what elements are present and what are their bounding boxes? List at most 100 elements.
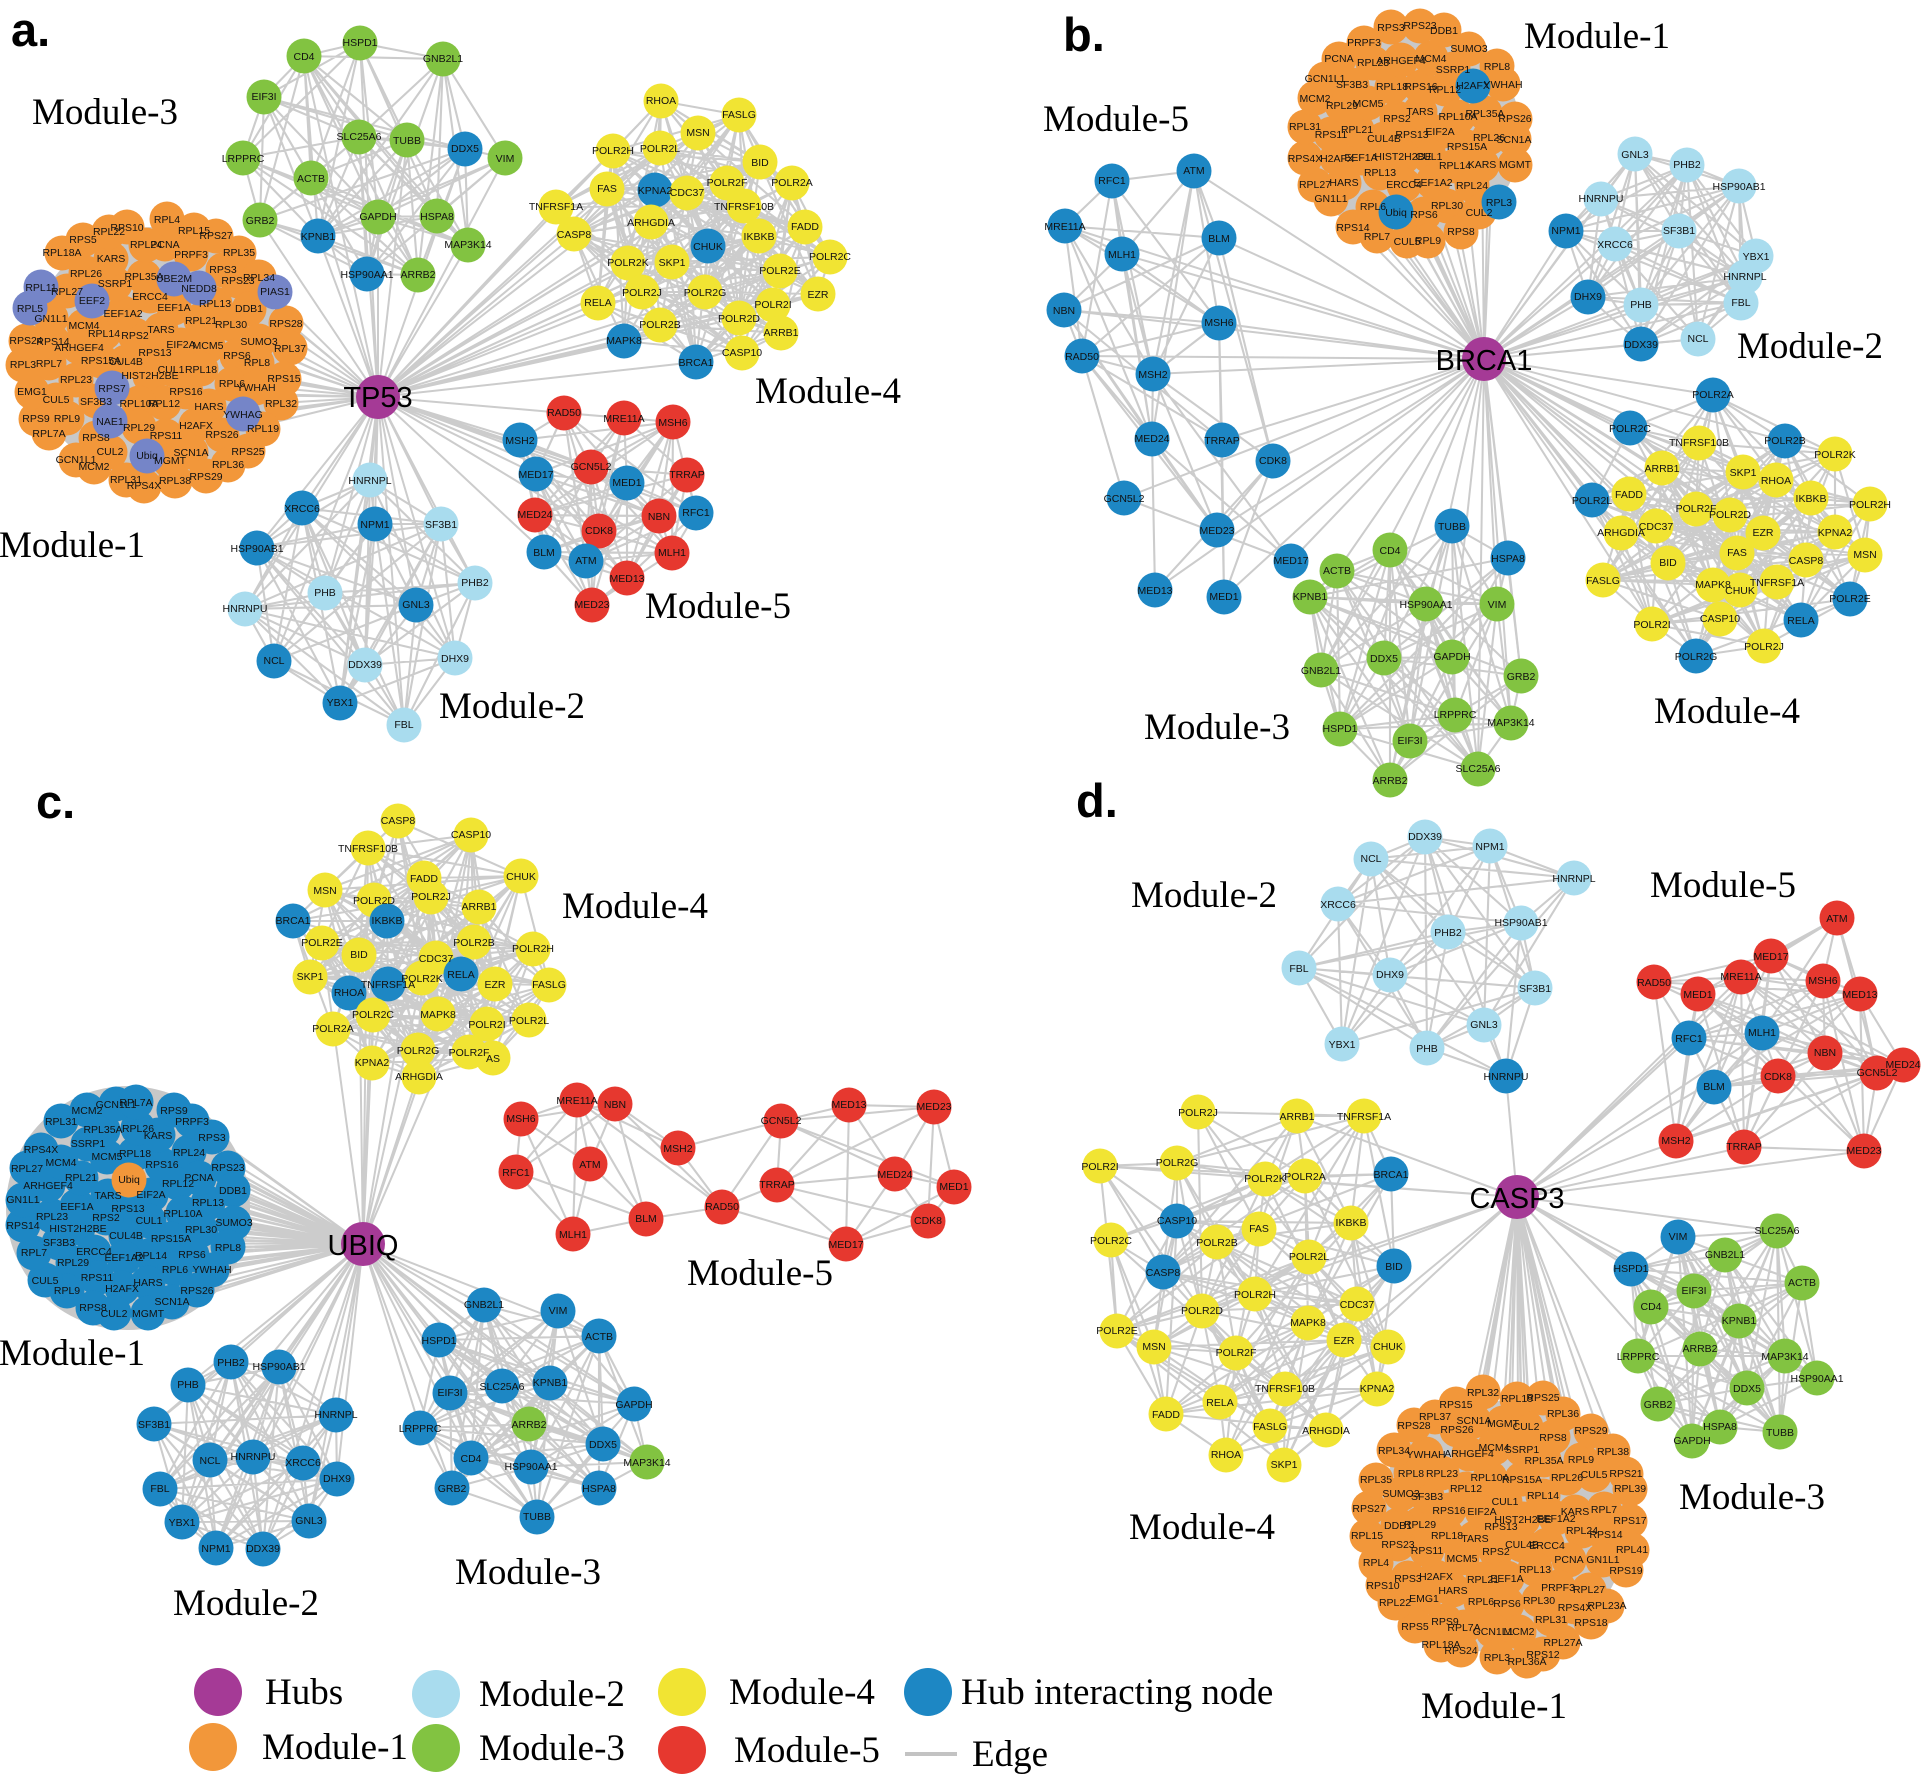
svg-text:RPS29: RPS29 — [1574, 1425, 1607, 1437]
svg-text:RPS26: RPS26 — [205, 429, 238, 441]
svg-text:RPL36A: RPL36A — [1507, 1656, 1546, 1668]
svg-text:EIF3I: EIF3I — [437, 1387, 462, 1399]
svg-text:RPL29: RPL29 — [123, 422, 155, 434]
svg-text:EIF3I: EIF3I — [1681, 1285, 1706, 1297]
svg-text:EIF2A: EIF2A — [1467, 1506, 1496, 1518]
svg-text:MCM4: MCM4 — [1479, 1442, 1510, 1454]
svg-text:NBN: NBN — [1814, 1047, 1836, 1059]
svg-text:PRPF3: PRPF3 — [175, 1116, 209, 1128]
svg-text:KPNB1: KPNB1 — [1293, 591, 1328, 603]
svg-text:RPS8: RPS8 — [1447, 226, 1475, 238]
svg-text:RPL14: RPL14 — [1439, 160, 1471, 172]
svg-text:Module-2: Module-2 — [439, 686, 585, 727]
svg-text:RPL27: RPL27 — [11, 1163, 43, 1175]
svg-text:RPL15: RPL15 — [1351, 1530, 1383, 1542]
svg-text:DDB1: DDB1 — [235, 303, 263, 315]
svg-text:RPL10A: RPL10A — [1470, 1472, 1509, 1484]
svg-text:MCM5: MCM5 — [92, 1151, 123, 1163]
svg-text:LRPPRC: LRPPRC — [1434, 709, 1477, 721]
svg-text:Module-3: Module-3 — [1144, 707, 1290, 748]
svg-text:NPM1: NPM1 — [201, 1543, 230, 1555]
svg-text:RPL13: RPL13 — [1519, 1564, 1551, 1576]
svg-text:Module-1: Module-1 — [0, 1333, 145, 1374]
svg-text:CUL4B: CUL4B — [109, 1230, 143, 1242]
svg-text:MSH6: MSH6 — [1808, 975, 1837, 987]
svg-text:MED23: MED23 — [916, 1101, 951, 1113]
svg-text:HSP90AB1: HSP90AB1 — [1712, 181, 1765, 193]
svg-text:CUL5: CUL5 — [43, 394, 70, 406]
svg-text:RPL21: RPL21 — [1341, 124, 1373, 136]
svg-text:YWHAH: YWHAH — [236, 382, 275, 394]
svg-text:RPS7: RPS7 — [98, 383, 126, 395]
svg-text:RPS5: RPS5 — [1401, 1621, 1429, 1633]
svg-text:NCL: NCL — [1360, 853, 1381, 865]
svg-text:CHUK: CHUK — [506, 871, 536, 883]
svg-text:RPL14: RPL14 — [1527, 1490, 1559, 1502]
svg-text:POLR2A: POLR2A — [312, 1023, 353, 1035]
svg-text:RPL21: RPL21 — [185, 315, 217, 327]
svg-text:DDB1: DDB1 — [219, 1185, 247, 1197]
svg-text:POLR2K: POLR2K — [1244, 1173, 1285, 1185]
svg-text:RPL6: RPL6 — [1468, 1596, 1494, 1608]
svg-text:FBL: FBL — [1289, 963, 1308, 975]
svg-text:TARS: TARS — [94, 1190, 121, 1202]
svg-text:DHX9: DHX9 — [323, 1473, 351, 1485]
svg-text:BID: BID — [751, 157, 769, 169]
svg-text:EIF2A: EIF2A — [166, 339, 195, 351]
svg-text:POLR2F: POLR2F — [449, 1047, 490, 1059]
svg-text:MRE11A: MRE11A — [556, 1095, 597, 1107]
svg-text:Module-5: Module-5 — [645, 586, 791, 627]
svg-text:MRE11A: MRE11A — [1044, 221, 1085, 233]
svg-text:b.: b. — [1063, 8, 1105, 61]
svg-text:RPL26: RPL26 — [1473, 132, 1505, 144]
svg-text:SLC25A6: SLC25A6 — [337, 131, 382, 143]
svg-text:Module-1: Module-1 — [1421, 1686, 1567, 1727]
svg-text:TRRAP: TRRAP — [1204, 435, 1240, 447]
svg-text:GAPDH: GAPDH — [1433, 651, 1470, 663]
svg-text:MRE11A: MRE11A — [1720, 971, 1761, 983]
svg-text:CDK8: CDK8 — [585, 525, 613, 537]
svg-text:RPL31: RPL31 — [1535, 1614, 1567, 1626]
svg-text:MCM2: MCM2 — [72, 1105, 103, 1117]
svg-text:POLR2B: POLR2B — [639, 319, 680, 331]
svg-text:SSRP1: SSRP1 — [1505, 1444, 1540, 1456]
svg-text:POLR2C: POLR2C — [1609, 423, 1651, 435]
svg-text:RPL31: RPL31 — [45, 1116, 77, 1128]
svg-text:RPL10A: RPL10A — [119, 398, 158, 410]
svg-text:ERCC4: ERCC4 — [76, 1246, 112, 1258]
svg-text:PRPF3: PRPF3 — [174, 249, 208, 261]
svg-text:POLR2D: POLR2D — [1709, 509, 1751, 521]
svg-text:RPS26: RPS26 — [180, 1285, 213, 1297]
svg-text:MAP3K14: MAP3K14 — [1487, 717, 1534, 729]
svg-text:POLR2I: POLR2I — [1633, 619, 1670, 631]
svg-text:ARHGDIA: ARHGDIA — [395, 1071, 443, 1083]
svg-text:RPS2: RPS2 — [1383, 113, 1411, 125]
svg-text:FASLG: FASLG — [1586, 575, 1620, 587]
svg-text:RPL30: RPL30 — [1523, 1595, 1555, 1607]
svg-text:KARS: KARS — [1468, 159, 1497, 171]
svg-text:RPL12: RPL12 — [162, 1178, 194, 1190]
svg-text:ARHGDIA: ARHGDIA — [1597, 527, 1645, 539]
svg-text:CASP10: CASP10 — [451, 829, 491, 841]
svg-text:RPL3: RPL3 — [1484, 1652, 1510, 1664]
svg-text:RHOA: RHOA — [1211, 1449, 1241, 1461]
svg-text:MED13: MED13 — [831, 1099, 866, 1111]
svg-text:DDB1: DDB1 — [1430, 25, 1458, 37]
svg-text:MED24: MED24 — [517, 509, 552, 521]
svg-text:IKBKB: IKBKB — [372, 915, 403, 927]
svg-text:MCM5: MCM5 — [1447, 1553, 1478, 1565]
svg-text:MCM5: MCM5 — [193, 340, 224, 352]
svg-text:Module-2: Module-2 — [479, 1674, 625, 1715]
svg-text:RPS9: RPS9 — [22, 413, 50, 425]
svg-text:POLR2D: POLR2D — [718, 313, 760, 325]
svg-text:CASP8: CASP8 — [381, 815, 416, 827]
svg-text:RPS18: RPS18 — [1574, 1617, 1607, 1629]
svg-text:RPL18: RPL18 — [185, 364, 217, 376]
svg-text:RPS14: RPS14 — [6, 1220, 39, 1232]
svg-text:CDC37: CDC37 — [1340, 1299, 1375, 1311]
svg-text:POLR2C: POLR2C — [352, 1009, 394, 1021]
svg-text:BRCA1: BRCA1 — [1373, 1169, 1408, 1181]
svg-text:d.: d. — [1076, 774, 1118, 827]
svg-text:SSRP1: SSRP1 — [98, 278, 133, 290]
svg-text:POLR2B: POLR2B — [453, 937, 494, 949]
